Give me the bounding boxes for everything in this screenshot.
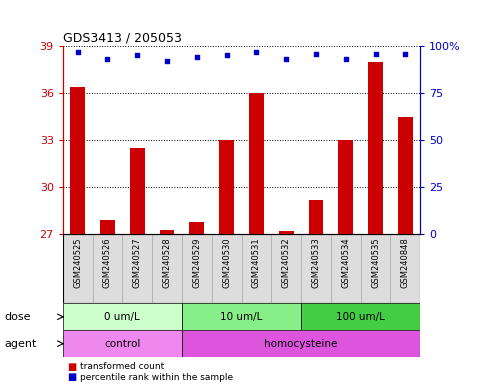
Text: agent: agent (5, 339, 37, 349)
Text: GSM240533: GSM240533 (312, 238, 320, 288)
Text: control: control (104, 339, 141, 349)
Text: 0 um/L: 0 um/L (104, 312, 140, 322)
Point (253, 49, 260, 55)
Text: 100 um/L: 100 um/L (336, 312, 385, 322)
Text: GSM240531: GSM240531 (252, 238, 261, 288)
Bar (189, 222, 204, 234)
FancyBboxPatch shape (182, 234, 212, 303)
FancyBboxPatch shape (182, 330, 420, 357)
Bar (249, 93, 264, 234)
FancyBboxPatch shape (182, 303, 301, 330)
Point (282, 56, 290, 62)
Text: GDS3413 / 205053: GDS3413 / 205053 (63, 31, 182, 44)
FancyBboxPatch shape (63, 234, 93, 303)
Text: dose: dose (5, 312, 31, 322)
FancyBboxPatch shape (331, 234, 361, 303)
Text: GSM240848: GSM240848 (401, 238, 410, 288)
Point (163, 58, 171, 64)
Bar (100, 220, 115, 234)
Point (104, 56, 112, 62)
FancyBboxPatch shape (63, 330, 182, 357)
FancyBboxPatch shape (212, 234, 242, 303)
Point (372, 51, 380, 57)
Bar (368, 62, 383, 234)
Text: homocysteine: homocysteine (264, 339, 338, 349)
FancyBboxPatch shape (301, 303, 420, 330)
FancyBboxPatch shape (93, 234, 122, 303)
FancyBboxPatch shape (390, 234, 420, 303)
Text: GSM240525: GSM240525 (73, 238, 82, 288)
Point (312, 51, 320, 57)
Bar (70, 87, 85, 234)
Bar (338, 140, 353, 234)
FancyBboxPatch shape (301, 234, 331, 303)
Bar (398, 117, 413, 234)
FancyBboxPatch shape (361, 234, 390, 303)
Text: GSM240527: GSM240527 (133, 238, 142, 288)
FancyBboxPatch shape (271, 234, 301, 303)
Point (133, 53, 141, 59)
Text: ■: ■ (68, 372, 77, 382)
Point (74, 49, 82, 55)
Text: GSM240530: GSM240530 (222, 238, 231, 288)
Text: ■: ■ (68, 361, 77, 372)
FancyBboxPatch shape (242, 234, 271, 303)
Text: GSM240532: GSM240532 (282, 238, 291, 288)
Point (342, 56, 350, 62)
Point (193, 54, 201, 60)
Text: GSM240528: GSM240528 (163, 238, 171, 288)
Point (223, 53, 230, 59)
Text: 10 um/L: 10 um/L (220, 312, 263, 322)
FancyBboxPatch shape (63, 303, 182, 330)
Text: percentile rank within the sample: percentile rank within the sample (80, 373, 233, 382)
Bar (219, 140, 234, 234)
FancyBboxPatch shape (152, 234, 182, 303)
Bar (159, 230, 174, 234)
Text: GSM240535: GSM240535 (371, 238, 380, 288)
Text: GSM240534: GSM240534 (341, 238, 350, 288)
FancyBboxPatch shape (122, 234, 152, 303)
Text: transformed count: transformed count (80, 362, 164, 371)
Bar (279, 231, 294, 234)
Text: GSM240526: GSM240526 (103, 238, 112, 288)
Bar (130, 148, 145, 234)
Point (401, 51, 409, 57)
Text: GSM240529: GSM240529 (192, 238, 201, 288)
Bar (309, 200, 324, 234)
